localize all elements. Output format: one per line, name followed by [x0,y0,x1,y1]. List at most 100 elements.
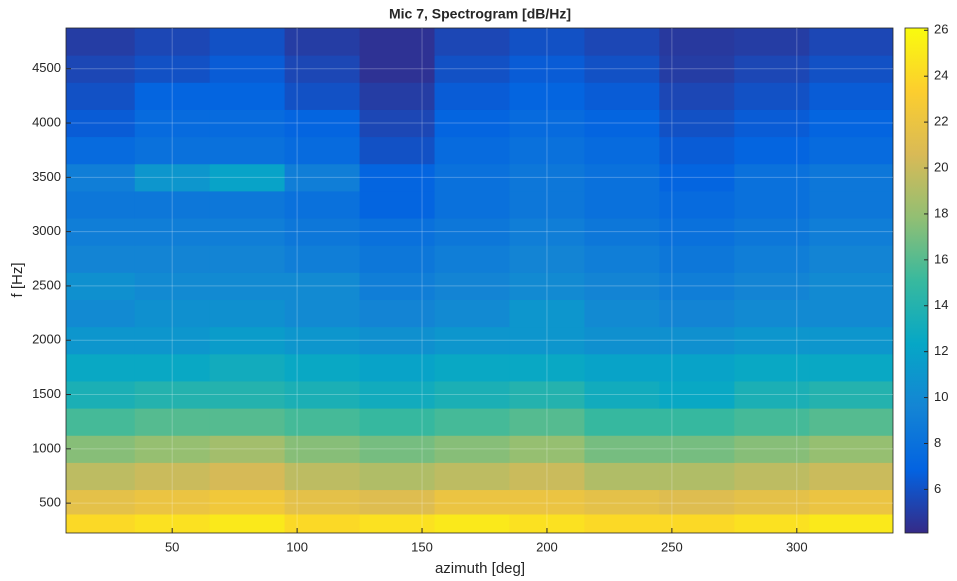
heatmap-cell [284,245,361,273]
heatmap-cell [659,299,735,328]
heatmap-cell [209,380,286,409]
colorbar-tick-label: 20 [934,159,948,174]
heatmap-cell [584,462,660,491]
colorbar-tick-label: 12 [934,343,948,358]
heatmap-cell [66,109,136,138]
heatmap-cell [434,28,510,56]
heatmap-cell [66,513,136,533]
heatmap-cell [134,82,211,110]
heatmap-cell [209,326,286,355]
heatmap-cell [209,272,286,301]
heatmap-cell [359,109,436,138]
heatmap-cell [209,462,286,491]
heatmap-cell [434,489,510,515]
heatmap-cell [284,489,361,515]
heatmap-cell [809,82,893,110]
heatmap-cell [66,272,136,301]
heatmap-cell [134,163,211,192]
heatmap-cell [209,82,286,110]
heatmap-cell [66,190,136,219]
heatmap-cell [659,109,735,138]
heatmap-cell [209,435,286,463]
x-tick-label: 50 [165,539,179,554]
heatmap-cell [434,513,510,533]
y-axis-label: f [Hz] [9,262,26,297]
heatmap-cell [434,190,510,219]
heatmap-cell [359,489,436,515]
colorbar-tick-label: 14 [934,297,948,312]
heatmap-cell [734,489,810,515]
heatmap-cell [509,462,585,491]
heatmap-cell [359,299,436,328]
heatmap-cell [359,218,436,246]
heatmap-cell [134,435,211,463]
heatmap-cell [809,163,893,192]
heatmap-cell [809,28,893,56]
heatmap-cell [659,380,735,409]
heatmap-cell [809,272,893,301]
heatmap-cell [659,82,735,110]
heatmap-cell [434,326,510,355]
heatmap-cell [809,190,893,219]
heatmap-cell [134,190,211,219]
heatmap-cell [209,190,286,219]
heatmap-cell [359,326,436,355]
heatmap-cell [134,408,211,436]
heatmap-cell [284,163,361,192]
y-tick-label: 1500 [32,386,61,401]
heatmap-cell [809,299,893,328]
heatmap-cell [284,435,361,463]
y-tick-label: 2500 [32,277,61,292]
heatmap-cell [734,435,810,463]
heatmap-cell [66,163,136,192]
heatmap-cell [809,353,893,382]
heatmap-cell [734,353,810,382]
heatmap-cell [734,380,810,409]
heatmap-cell [134,462,211,491]
heatmap-cell [359,435,436,463]
heatmap-cell [584,136,660,165]
colorbar-tick-label: 8 [934,435,941,450]
heatmap-cell [584,272,660,301]
heatmap-cell [659,136,735,165]
heatmap-cell [584,245,660,273]
heatmap-cell [359,272,436,301]
x-tick-label: 150 [411,539,433,554]
heatmap-cell [434,55,510,83]
heatmap-cell [659,435,735,463]
heatmap-cell [434,462,510,491]
heatmap-cell [734,82,810,110]
heatmap-cell [734,272,810,301]
heatmap-cell [584,82,660,110]
colorbar-tick-label: 10 [934,389,948,404]
heatmap-cell [66,353,136,382]
heatmap-cell [284,513,361,533]
heatmap-cell [509,163,585,192]
heatmap-cell [659,163,735,192]
heatmap-cell [209,163,286,192]
heatmap-cell [809,513,893,533]
heatmap-cell [66,28,136,56]
heatmap-cell [584,109,660,138]
y-tick-label: 3000 [32,223,61,238]
colorbar [904,27,929,534]
heatmap-cell [734,28,810,56]
y-tick-label: 2000 [32,332,61,347]
heatmap-cell [584,299,660,328]
heatmap-cell [134,489,211,515]
heatmap-cell [659,353,735,382]
heatmap-cell [809,462,893,491]
heatmap-cell [209,353,286,382]
heatmap-cell [209,489,286,515]
heatmap-cell [134,299,211,328]
heatmap-cell [584,28,660,56]
heatmap-cell [284,272,361,301]
heatmap-cell [734,408,810,436]
heatmap-cell [809,55,893,83]
heatmap-cell [659,462,735,491]
heatmap-cell [734,462,810,491]
x-tick-label: 250 [661,539,683,554]
heatmap-cell [509,380,585,409]
heatmap-cell [284,55,361,83]
